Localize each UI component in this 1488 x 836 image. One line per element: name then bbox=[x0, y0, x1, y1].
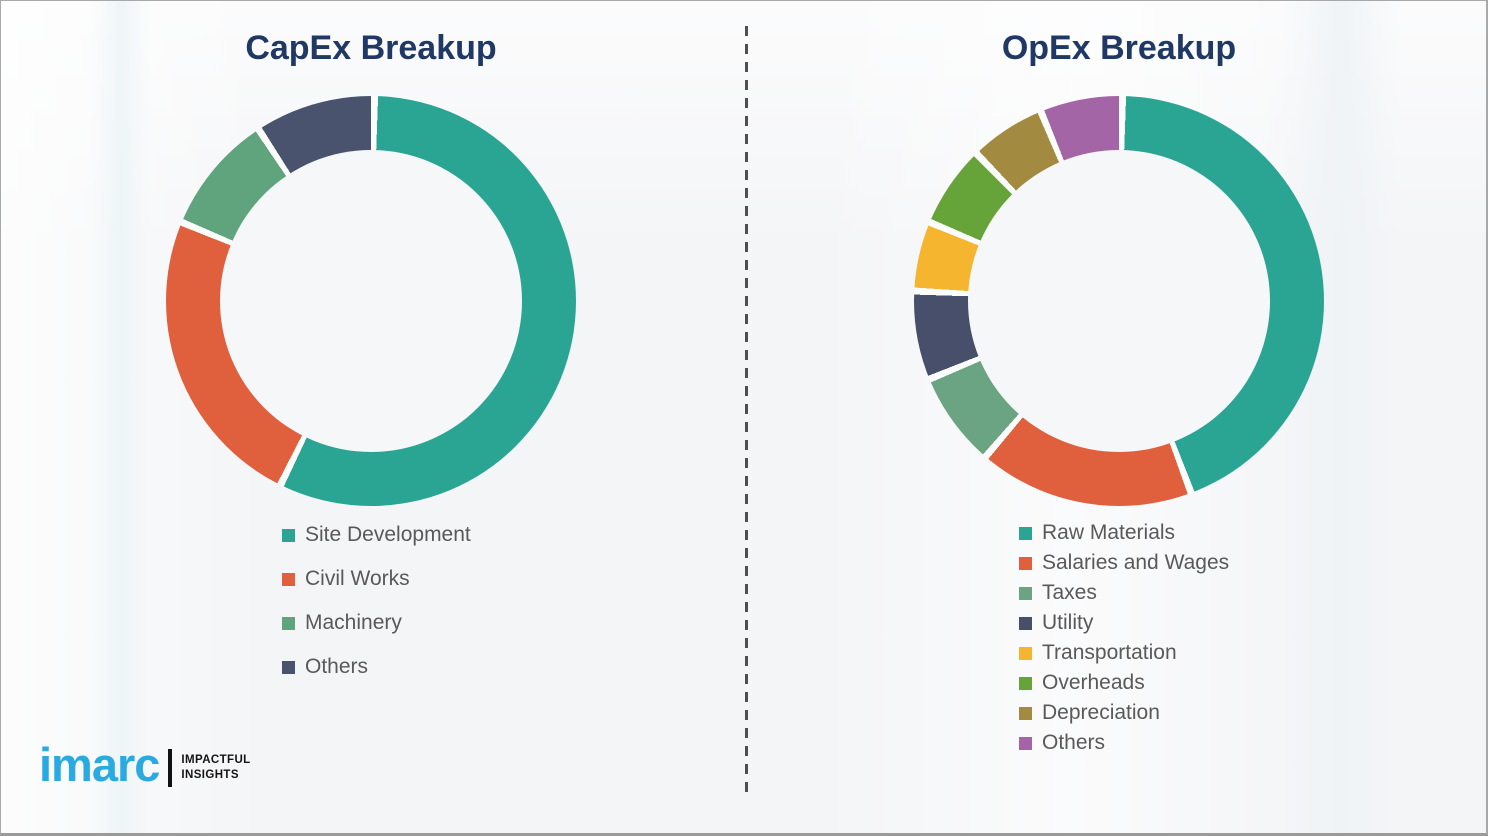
imarc-logo-separator bbox=[168, 748, 173, 787]
dashed-divider bbox=[745, 26, 748, 792]
capex-donut-hole bbox=[220, 150, 522, 452]
legend-swatch bbox=[1019, 736, 1032, 750]
legend-swatch bbox=[282, 528, 295, 542]
opex-donut-hole bbox=[968, 150, 1270, 452]
legend-item: Taxes bbox=[1019, 578, 1229, 608]
imarc-logo: imarc IMPACTFUL INSIGHTS bbox=[39, 741, 251, 788]
legend-label: Overheads bbox=[1042, 671, 1145, 694]
legend-label: Site Development bbox=[305, 523, 471, 546]
legend-label: Utility bbox=[1042, 611, 1094, 634]
legend-item: Salaries and Wages bbox=[1019, 548, 1229, 578]
opex-legend: Raw Materials Salaries and Wages Taxes Util… bbox=[1019, 518, 1229, 758]
legend-swatch bbox=[1019, 676, 1032, 690]
legend-swatch bbox=[1019, 616, 1032, 630]
legend-swatch bbox=[282, 572, 295, 586]
imarc-logo-tagline: IMPACTFUL INSIGHTS bbox=[181, 753, 250, 783]
legend-item: Machinery bbox=[282, 601, 471, 645]
legend-swatch bbox=[1019, 526, 1032, 540]
capex-legend: Site Development Civil Works Machinery Othe… bbox=[282, 513, 471, 689]
legend-item: Transportation bbox=[1019, 638, 1229, 668]
legend-swatch bbox=[1019, 646, 1032, 660]
background-texture bbox=[91, 1, 151, 833]
legend-item: Utility bbox=[1019, 608, 1229, 638]
legend-label: Depreciation bbox=[1042, 701, 1160, 724]
capex-chart-title: CapEx Breakup bbox=[245, 29, 497, 67]
legend-item: Depreciation bbox=[1019, 698, 1229, 728]
legend-item: Others bbox=[1019, 728, 1229, 758]
legend-label: Salaries and Wages bbox=[1042, 551, 1230, 574]
opex-chart-title: OpEx Breakup bbox=[1001, 29, 1237, 67]
legend-item: Others bbox=[282, 645, 471, 689]
legend-label: Civil Works bbox=[305, 567, 410, 590]
legend-swatch bbox=[282, 660, 295, 674]
capex-donut-chart bbox=[166, 96, 576, 506]
opex-donut-chart bbox=[914, 96, 1324, 506]
legend-label: Transportation bbox=[1042, 641, 1177, 664]
legend-label: Taxes bbox=[1042, 581, 1097, 604]
legend-label: Others bbox=[1042, 731, 1106, 754]
legend-label: Raw Materials bbox=[1042, 521, 1176, 544]
legend-swatch bbox=[1019, 556, 1032, 570]
legend-swatch bbox=[282, 616, 295, 630]
legend-item: Raw Materials bbox=[1019, 518, 1229, 548]
legend-swatch bbox=[1019, 706, 1032, 720]
legend-item: Civil Works bbox=[282, 557, 471, 601]
legend-label: Others bbox=[305, 655, 369, 678]
imarc-logo-tagline-line2: INSIGHTS bbox=[181, 768, 239, 781]
background-texture bbox=[1281, 1, 1401, 833]
legend-swatch bbox=[1019, 586, 1032, 600]
legend-item: Site Development bbox=[282, 513, 471, 557]
legend-label: Machinery bbox=[305, 611, 402, 634]
imarc-logo-wordmark: imarc bbox=[39, 738, 160, 791]
legend-item: Overheads bbox=[1019, 668, 1229, 698]
imarc-logo-tagline-line1: IMPACTFUL bbox=[181, 753, 251, 766]
